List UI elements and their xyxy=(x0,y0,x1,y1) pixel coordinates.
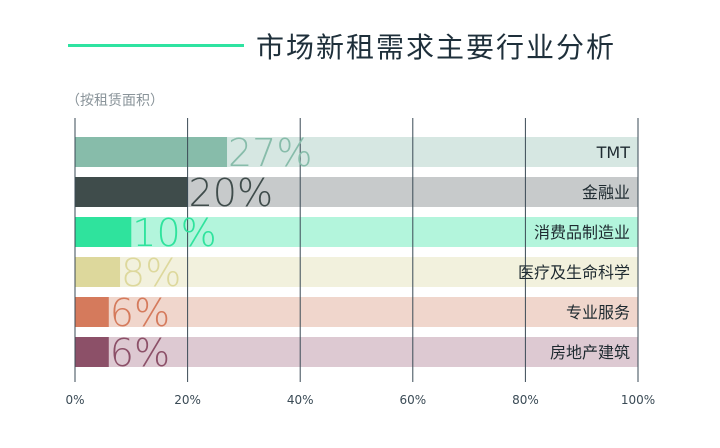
category-label: 金融业 xyxy=(582,183,630,202)
x-tick-label: 0% xyxy=(65,393,84,407)
value-label: 10% xyxy=(132,211,216,255)
bar-track xyxy=(75,337,638,367)
x-tick-label: 80% xyxy=(512,393,539,407)
title-accent-line xyxy=(68,44,244,47)
bar xyxy=(75,137,228,167)
category-label: 消费品制造业 xyxy=(534,223,630,242)
bar xyxy=(75,297,109,327)
x-tick-label: 40% xyxy=(287,393,314,407)
value-label: 6% xyxy=(110,331,170,375)
bar-track xyxy=(75,217,638,247)
bar xyxy=(75,257,121,287)
bar xyxy=(75,217,132,247)
chart-title: 市场新租需求主要行业分析 xyxy=(256,31,617,64)
category-label: TMT xyxy=(596,143,631,162)
x-tick-label: 100% xyxy=(621,393,655,407)
category-label: 专业服务 xyxy=(566,303,630,322)
value-label: 6% xyxy=(110,291,170,335)
bar-track xyxy=(75,297,638,327)
category-label: 房地产建筑 xyxy=(550,343,630,362)
value-label: 20% xyxy=(189,171,273,215)
bar xyxy=(75,337,109,367)
bar xyxy=(75,177,188,207)
category-label: 医疗及生命科学 xyxy=(518,263,630,282)
value-label: 8% xyxy=(121,251,181,295)
x-tick-label: 60% xyxy=(399,393,426,407)
bar-track xyxy=(75,257,638,287)
value-label: 27% xyxy=(228,131,312,175)
chart-subtitle: （按租赁面积） xyxy=(66,93,164,109)
x-tick-label: 20% xyxy=(174,393,201,407)
